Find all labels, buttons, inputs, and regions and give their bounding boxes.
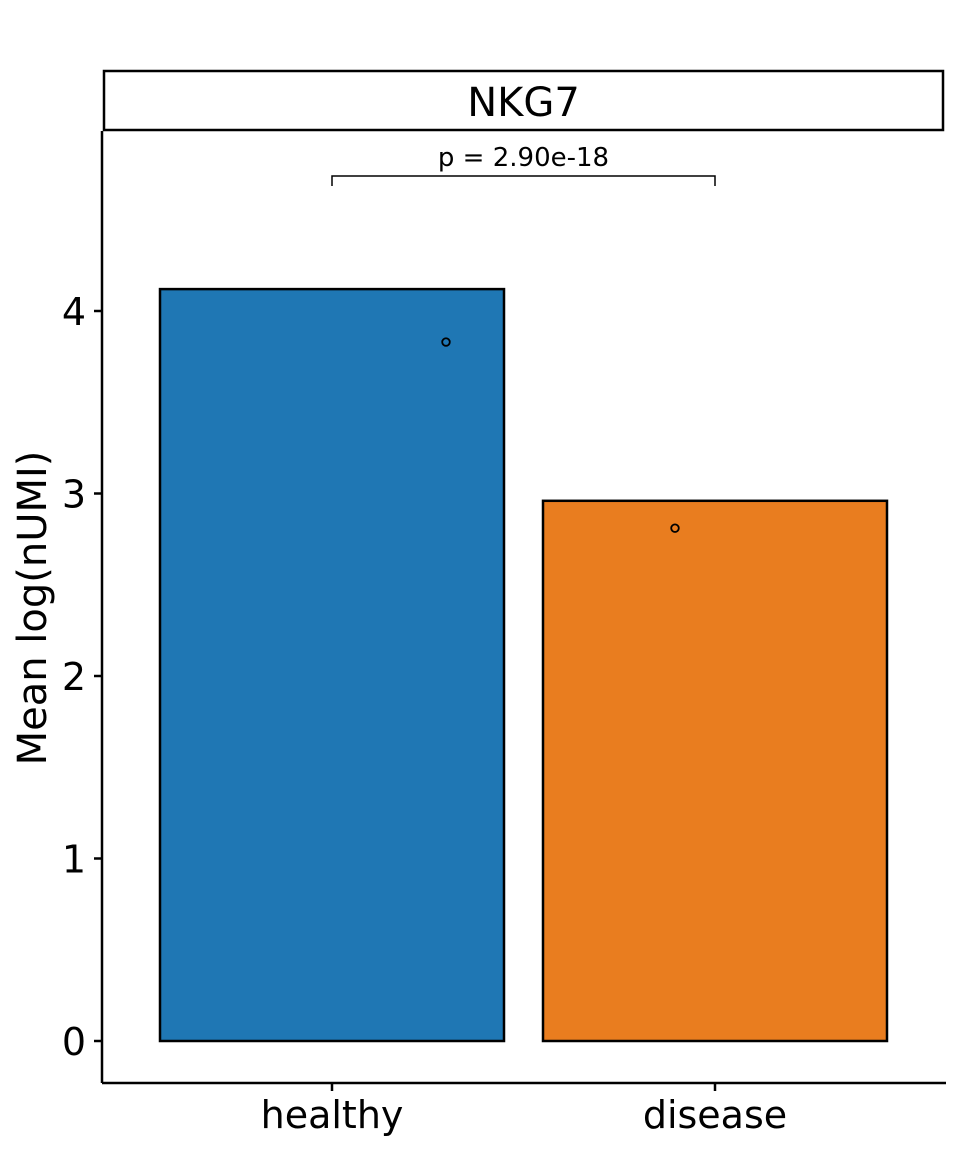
- y-tick-label: 2: [62, 655, 86, 699]
- chart-title: NKG7: [467, 80, 580, 126]
- x-ticks: healthy disease: [261, 1083, 787, 1137]
- y-tick-label: 4: [62, 290, 86, 334]
- bar-disease: [541, 499, 889, 1043]
- bars: [158, 287, 889, 1043]
- y-tick-label: 0: [62, 1020, 86, 1064]
- data-point-healthy: [441, 337, 451, 347]
- y-tick-label: 3: [62, 473, 86, 517]
- x-tick-label: disease: [643, 1093, 787, 1137]
- bracket-line: [331, 175, 716, 186]
- significance-bracket: p = 2.90e-18: [331, 143, 716, 186]
- data-points: [441, 337, 680, 533]
- data-point-disease: [670, 523, 680, 533]
- y-axis-label: Mean log(nUMI): [10, 451, 56, 766]
- y-tick-label: 1: [62, 838, 86, 882]
- x-tick-label: healthy: [261, 1093, 404, 1137]
- p-value-annotation: p = 2.90e-18: [438, 143, 609, 173]
- facet-strip: [102, 69, 945, 132]
- y-ticks: 0 1 2 3 4: [62, 290, 102, 1064]
- bar-healthy: [158, 287, 506, 1043]
